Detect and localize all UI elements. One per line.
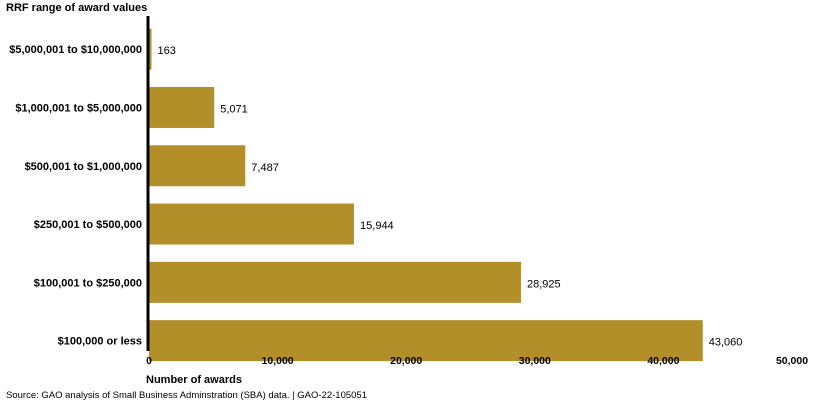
x-tick-label: 30,000 (519, 355, 551, 367)
data-label: 163 (158, 45, 176, 57)
category-label: $1,000,001 to $5,000,000 (15, 102, 142, 114)
data-label: 43,060 (709, 337, 743, 349)
data-label: 5,071 (220, 103, 248, 115)
bar (149, 145, 246, 187)
bar (149, 261, 521, 303)
category-label: $5,000,001 to $10,000,000 (9, 44, 142, 56)
bar (149, 320, 703, 362)
category-label: $100,000 or less (58, 336, 142, 348)
x-tick-label: 0 (146, 355, 152, 367)
x-tick-label: 40,000 (647, 355, 679, 367)
x-axis-title: Number of awards (146, 374, 242, 386)
x-tick-label: 10,000 (262, 355, 294, 367)
bar (149, 86, 215, 128)
category-label: $250,001 to $500,000 (34, 219, 142, 231)
y-axis-title: RRF range of award values (6, 2, 148, 14)
category-label: $500,001 to $1,000,000 (25, 161, 142, 173)
data-label: 28,925 (527, 278, 561, 290)
x-tick-label: 50,000 (776, 355, 808, 367)
data-label: 7,487 (251, 162, 279, 174)
category-label: $100,001 to $250,000 (34, 277, 142, 289)
x-tick-label: 20,000 (390, 355, 422, 367)
data-label: 15,944 (360, 220, 394, 232)
bar (149, 203, 355, 245)
source-note: Source: GAO analysis of Small Business A… (6, 390, 367, 401)
bar (149, 28, 152, 70)
